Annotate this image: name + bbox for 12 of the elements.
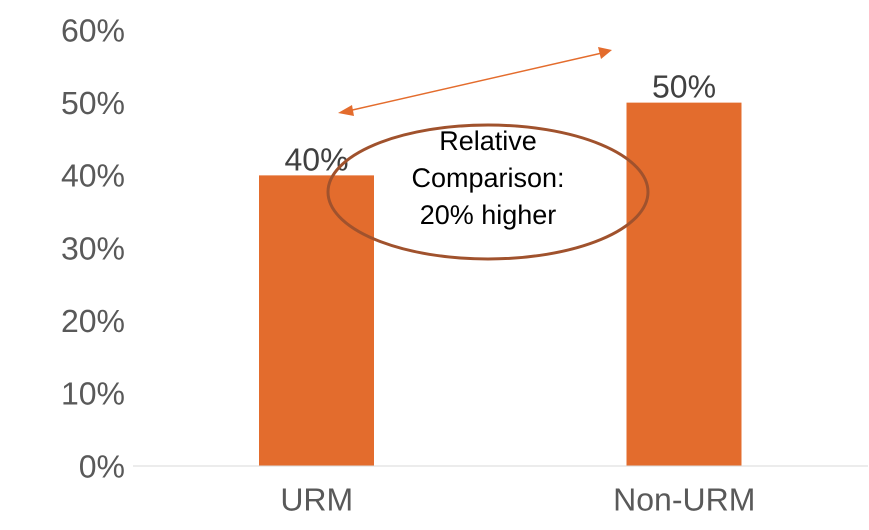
x-tick-label: Non-URM: [613, 482, 756, 518]
y-tick-label: 50%: [60, 85, 125, 122]
data-label: 40%: [284, 141, 349, 178]
y-tick-label: 0%: [78, 448, 125, 484]
data-label: 50%: [652, 68, 716, 105]
y-tick-label: 60%: [60, 12, 125, 48]
y-tick-label: 20%: [60, 303, 125, 340]
x-tick-label: URM: [280, 482, 354, 518]
y-tick-label: 30%: [60, 230, 125, 266]
annotation: Relative Comparison: 20% higher: [410, 125, 566, 232]
y-tick-label: 40%: [60, 158, 125, 194]
y-tick-label: 10%: [60, 376, 125, 412]
